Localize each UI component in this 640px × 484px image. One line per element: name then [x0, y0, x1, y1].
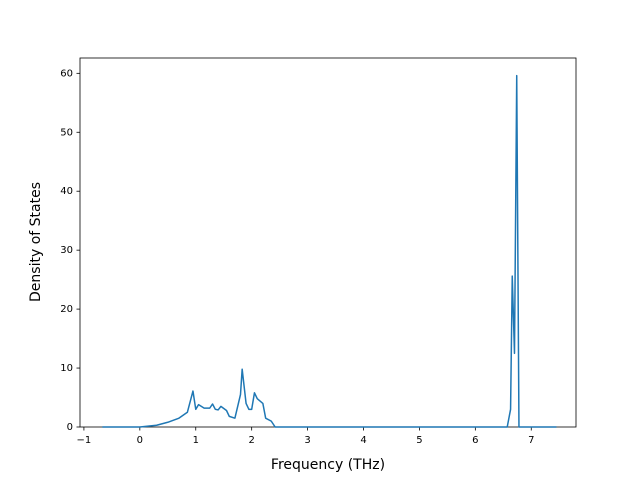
y-tick-label: 30	[60, 245, 73, 256]
x-tick-label: 2	[248, 435, 254, 446]
x-tick-label: 1	[193, 435, 199, 446]
x-tick-label: 3	[304, 435, 310, 446]
plot-frame	[79, 57, 577, 428]
y-tick-label: 0	[67, 422, 73, 433]
x-tick-label: 7	[528, 435, 534, 446]
y-tick-label: 60	[60, 68, 73, 79]
line	[102, 74, 557, 428]
y-tick-label: 10	[60, 363, 73, 374]
y-axis-label: Density of States	[28, 182, 44, 302]
y-tick-label: 50	[60, 127, 73, 138]
x-tick-label: 0	[137, 435, 143, 446]
x-tick-label: −1	[77, 435, 92, 446]
x-tick-label: 5	[416, 435, 422, 446]
x-tick-label: 4	[360, 435, 366, 446]
y-tick-label: 20	[60, 304, 73, 315]
x-tick-label: 6	[472, 435, 478, 446]
x-axis-label: Frequency (THz)	[271, 457, 385, 473]
y-tick-label: 40	[60, 186, 73, 197]
